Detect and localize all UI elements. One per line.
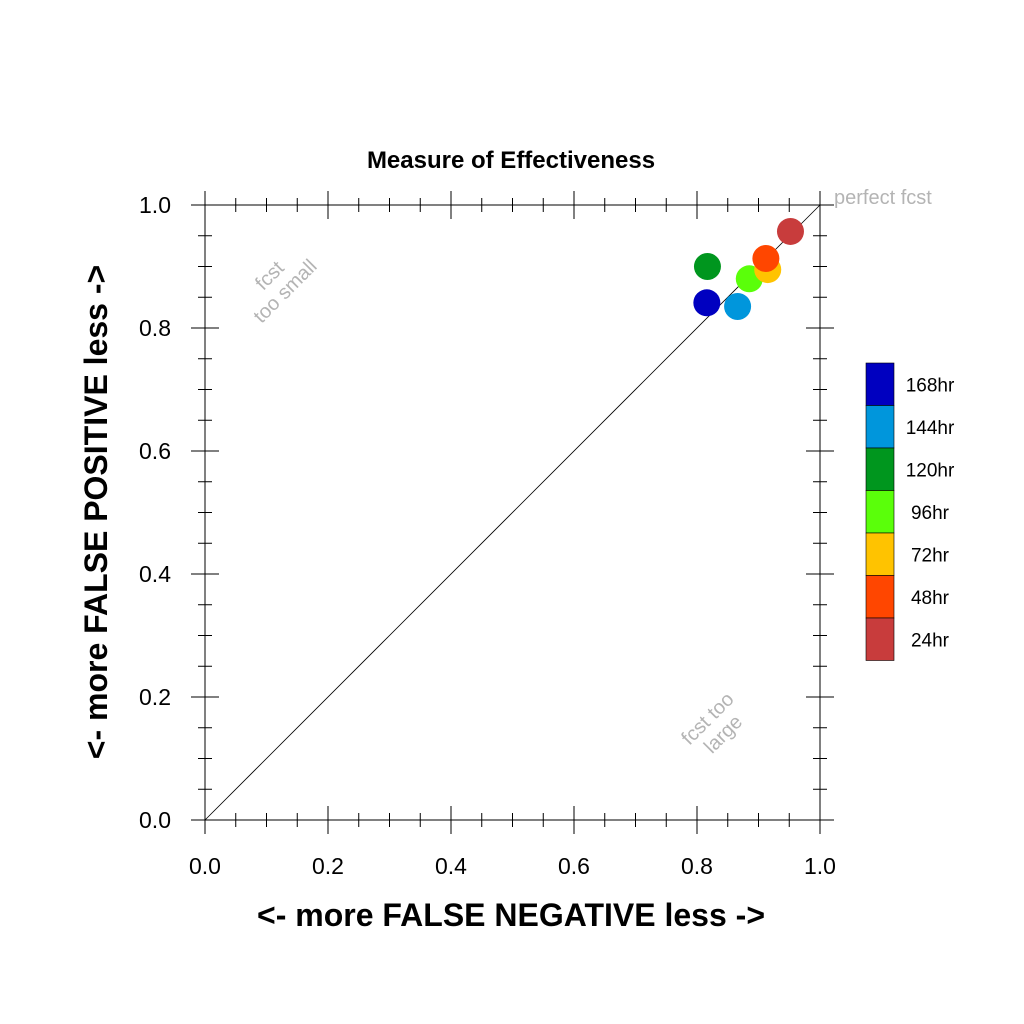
perfect-forecast-annotation: perfect fcst xyxy=(834,187,932,209)
y-tick-label: 0.0 xyxy=(139,807,171,833)
legend-label-168hr: 168hr xyxy=(906,375,955,396)
data-points xyxy=(693,217,804,320)
y-tick-label: 0.8 xyxy=(139,315,171,341)
legend-label-24hr: 24hr xyxy=(911,630,950,651)
axis-ticks xyxy=(191,191,834,834)
x-tick-label: 0.4 xyxy=(435,853,467,879)
legend-swatch-96hr xyxy=(865,490,895,534)
legend-swatch-72hr xyxy=(865,532,895,576)
x-tick-label: 0.0 xyxy=(189,853,221,879)
x-tick-label: 0.8 xyxy=(681,853,713,879)
point-120hr xyxy=(693,253,721,280)
point-168hr xyxy=(693,289,721,317)
legend-label-48hr: 48hr xyxy=(911,588,950,609)
fcst-too-small-annotation: fcst too small xyxy=(249,255,321,327)
legend-label-120hr: 120hr xyxy=(906,460,955,481)
fcst-too-small-line2: too small xyxy=(249,255,321,327)
x-axis-label: <- more FALSE NEGATIVE less -> xyxy=(257,897,765,933)
point-144hr xyxy=(724,292,752,320)
legend-label-96hr: 96hr xyxy=(911,503,950,524)
legend-swatch-24hr xyxy=(865,617,895,661)
legend-label-144hr: 144hr xyxy=(906,418,955,439)
chart-title: Measure of Effectiveness xyxy=(367,147,655,174)
fcst-too-large-annotation: fcst too large xyxy=(677,688,747,758)
legend-swatch-144hr xyxy=(865,405,895,449)
x-tick-label: 0.6 xyxy=(558,853,590,879)
point-24hr xyxy=(776,217,804,245)
point-48hr xyxy=(752,245,780,273)
x-tick-label: 0.2 xyxy=(312,853,344,879)
y-tick-label: 0.6 xyxy=(139,438,171,464)
legend-swatch-168hr xyxy=(865,362,895,406)
legend-swatch-48hr xyxy=(865,575,895,619)
y-tick-label: 0.4 xyxy=(139,561,171,587)
y-tick-label: 0.2 xyxy=(139,684,171,710)
y-tick-labels: 0.0 0.2 0.4 0.6 0.8 1.0 xyxy=(139,192,171,833)
legend: 168hr 144hr 120hr 96hr 72hr 48hr 24hr xyxy=(865,362,955,661)
y-tick-label: 1.0 xyxy=(139,192,171,218)
legend-label-72hr: 72hr xyxy=(911,545,950,566)
x-tick-labels: 0.0 0.2 0.4 0.6 0.8 1.0 xyxy=(189,853,836,879)
legend-swatch-120hr xyxy=(865,447,895,491)
y-axis-label: <- more FALSE POSITIVE less -> xyxy=(78,265,114,759)
x-tick-label: 1.0 xyxy=(804,853,836,879)
